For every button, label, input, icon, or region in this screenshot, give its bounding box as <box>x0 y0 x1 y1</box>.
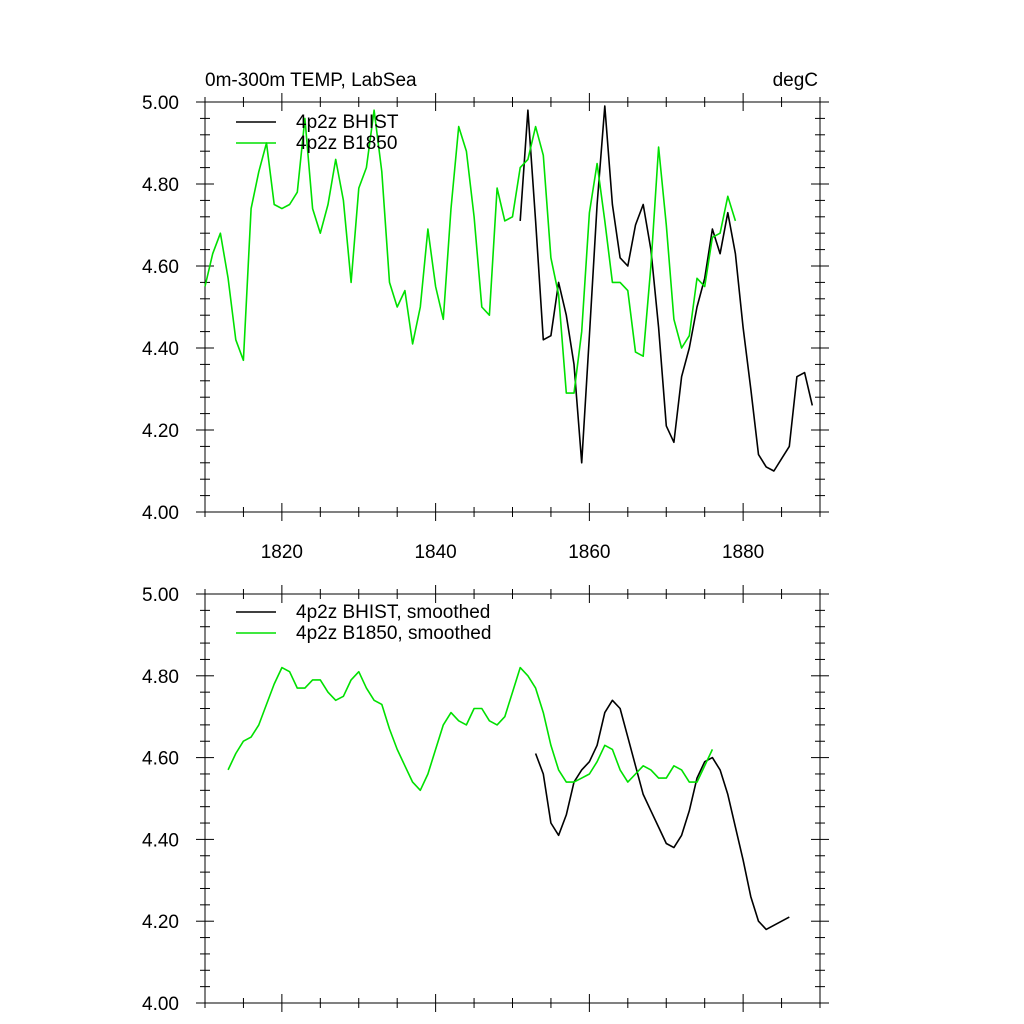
units-label: degC <box>773 70 818 91</box>
y-tick-label: 5.00 <box>142 93 179 114</box>
y-tick-label: 4.40 <box>142 339 179 360</box>
plot-frame <box>204 593 821 1004</box>
x-tick-label: 1880 <box>722 542 764 563</box>
top-panel: 4.00 4.20 4.40 4.60 4.80 5.00 1820 1840 1860 1880… <box>142 70 829 563</box>
y-tick-label: 4.00 <box>142 503 179 524</box>
bottom-panel: 4.00 4.20 4.40 4.60 4.80 5.00 4p2z BHIST, smoo… <box>142 585 829 1015</box>
series-line-b1850 <box>227 666 714 792</box>
y-tick-label: 4.60 <box>142 257 179 278</box>
y-tick-label: 4.80 <box>142 667 179 688</box>
y-tick-label: 4.80 <box>142 175 179 196</box>
series-line-b1850 <box>204 109 737 394</box>
y-tick-label: 5.00 <box>142 585 179 606</box>
chart-title: 0m-300m TEMP, LabSea <box>205 70 417 91</box>
y-tick-label: 4.20 <box>142 912 179 933</box>
y-tick-label: 4.60 <box>142 749 179 770</box>
y-tick-label: 4.40 <box>142 830 179 851</box>
legend-label: 4p2z B1850, smoothed <box>296 623 491 644</box>
y-tick-label: 4.00 <box>142 994 179 1015</box>
legend-label: 4p2z B1850 <box>296 133 397 154</box>
series-line-bhist <box>534 699 790 931</box>
x-tick-label: 1840 <box>414 542 456 563</box>
legend-label: 4p2z BHIST <box>296 112 399 133</box>
x-tick-label: 1820 <box>261 542 303 563</box>
plot-frame <box>204 101 821 513</box>
x-tick-label: 1860 <box>568 542 610 563</box>
legend-label: 4p2z BHIST, smoothed <box>296 602 490 623</box>
series-line-bhist <box>519 105 814 472</box>
y-tick-label: 4.20 <box>142 421 179 442</box>
